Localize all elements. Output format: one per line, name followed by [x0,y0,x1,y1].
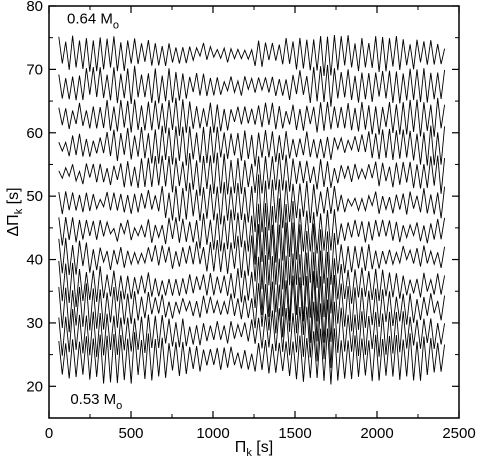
annotation-bottom-mass: 0.53 Mo [70,391,122,412]
annotations: 0.64 Mo 0.53 Mo [67,11,122,412]
y-tick-label: 20 [26,378,43,395]
y-tick-label: 80 [26,0,43,15]
x-tick-label: 1500 [278,425,311,442]
x-tick-label: 2000 [360,425,393,442]
y-tick-label: 50 [26,188,43,205]
x-axis-label: Πk [s] [235,439,273,459]
y-tick-label: 70 [26,61,43,78]
series-line-9 [58,125,446,167]
y-tick-label: 60 [26,125,43,142]
series-line-5 [58,222,446,290]
x-tick-label: 0 [45,425,53,442]
axis-ticks: 0 500 1000 1500 2000 2500 20 30 40 50 60 70 80 [26,0,475,442]
series-line-2 [58,299,446,368]
series-layer [58,34,446,385]
series-line-1 [58,328,446,385]
x-tick-label: 1000 [196,425,229,442]
x-tick-label: 500 [118,425,143,442]
series-line-11 [58,64,446,107]
y-tick-label: 30 [26,315,43,332]
series-line-7 [58,174,446,233]
series-line-12 [58,34,446,77]
series-line-10 [58,97,446,137]
y-tick-label: 40 [26,252,43,269]
axis-labels: Πk [s] ΔΠk [s] [5,187,273,459]
series-line-6 [58,198,446,265]
series-line-4 [58,250,446,322]
series-line-3 [58,271,446,343]
annotation-top-mass: 0.64 Mo [67,11,119,32]
series-line-8 [58,152,446,196]
x-tick-label: 2500 [442,425,475,442]
y-axis-label: ΔΠk [s] [5,187,25,236]
